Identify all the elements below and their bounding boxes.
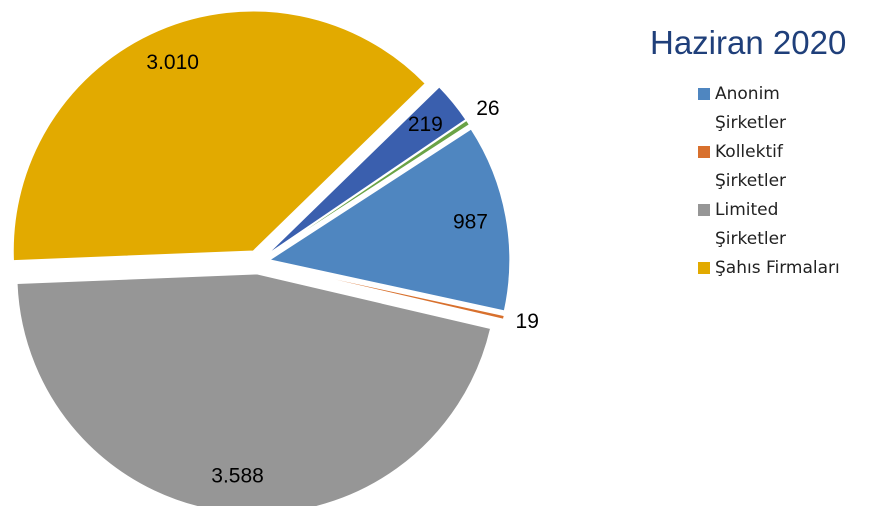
data-label: 3.010 (146, 51, 199, 74)
data-label: 3.588 (211, 465, 264, 488)
legend-swatch (698, 88, 710, 100)
data-label: 219 (408, 113, 443, 136)
legend-swatch (698, 262, 710, 274)
chart-title: Haziran 2020 (650, 24, 847, 61)
pie-slice (16, 273, 492, 506)
legend: Anonim Şirketler Kollektif Şirketler Limit… (698, 80, 840, 283)
legend-item: Şahıs Firmaları (698, 254, 840, 283)
pie-slice (268, 128, 511, 312)
legend-label: Kollektif Şirketler (715, 142, 787, 191)
pie-slice (267, 119, 470, 256)
legend-item: Anonim Şirketler (698, 80, 828, 138)
data-label: 26 (476, 97, 499, 120)
data-label: 19 (516, 310, 539, 333)
pie-slice (266, 86, 467, 255)
data-label: 987 (453, 211, 488, 234)
pie-slice (12, 10, 426, 262)
legend-label: Şahıs Firmaları (715, 258, 840, 278)
legend-swatch (698, 204, 710, 216)
legend-item: Limited Şirketler (698, 196, 828, 254)
legend-label: Anonim Şirketler (715, 84, 787, 133)
pie-slice (269, 264, 505, 320)
legend-swatch (698, 146, 710, 158)
legend-item: Kollektif Şirketler (698, 138, 828, 196)
legend-label: Limited Şirketler (715, 200, 787, 249)
